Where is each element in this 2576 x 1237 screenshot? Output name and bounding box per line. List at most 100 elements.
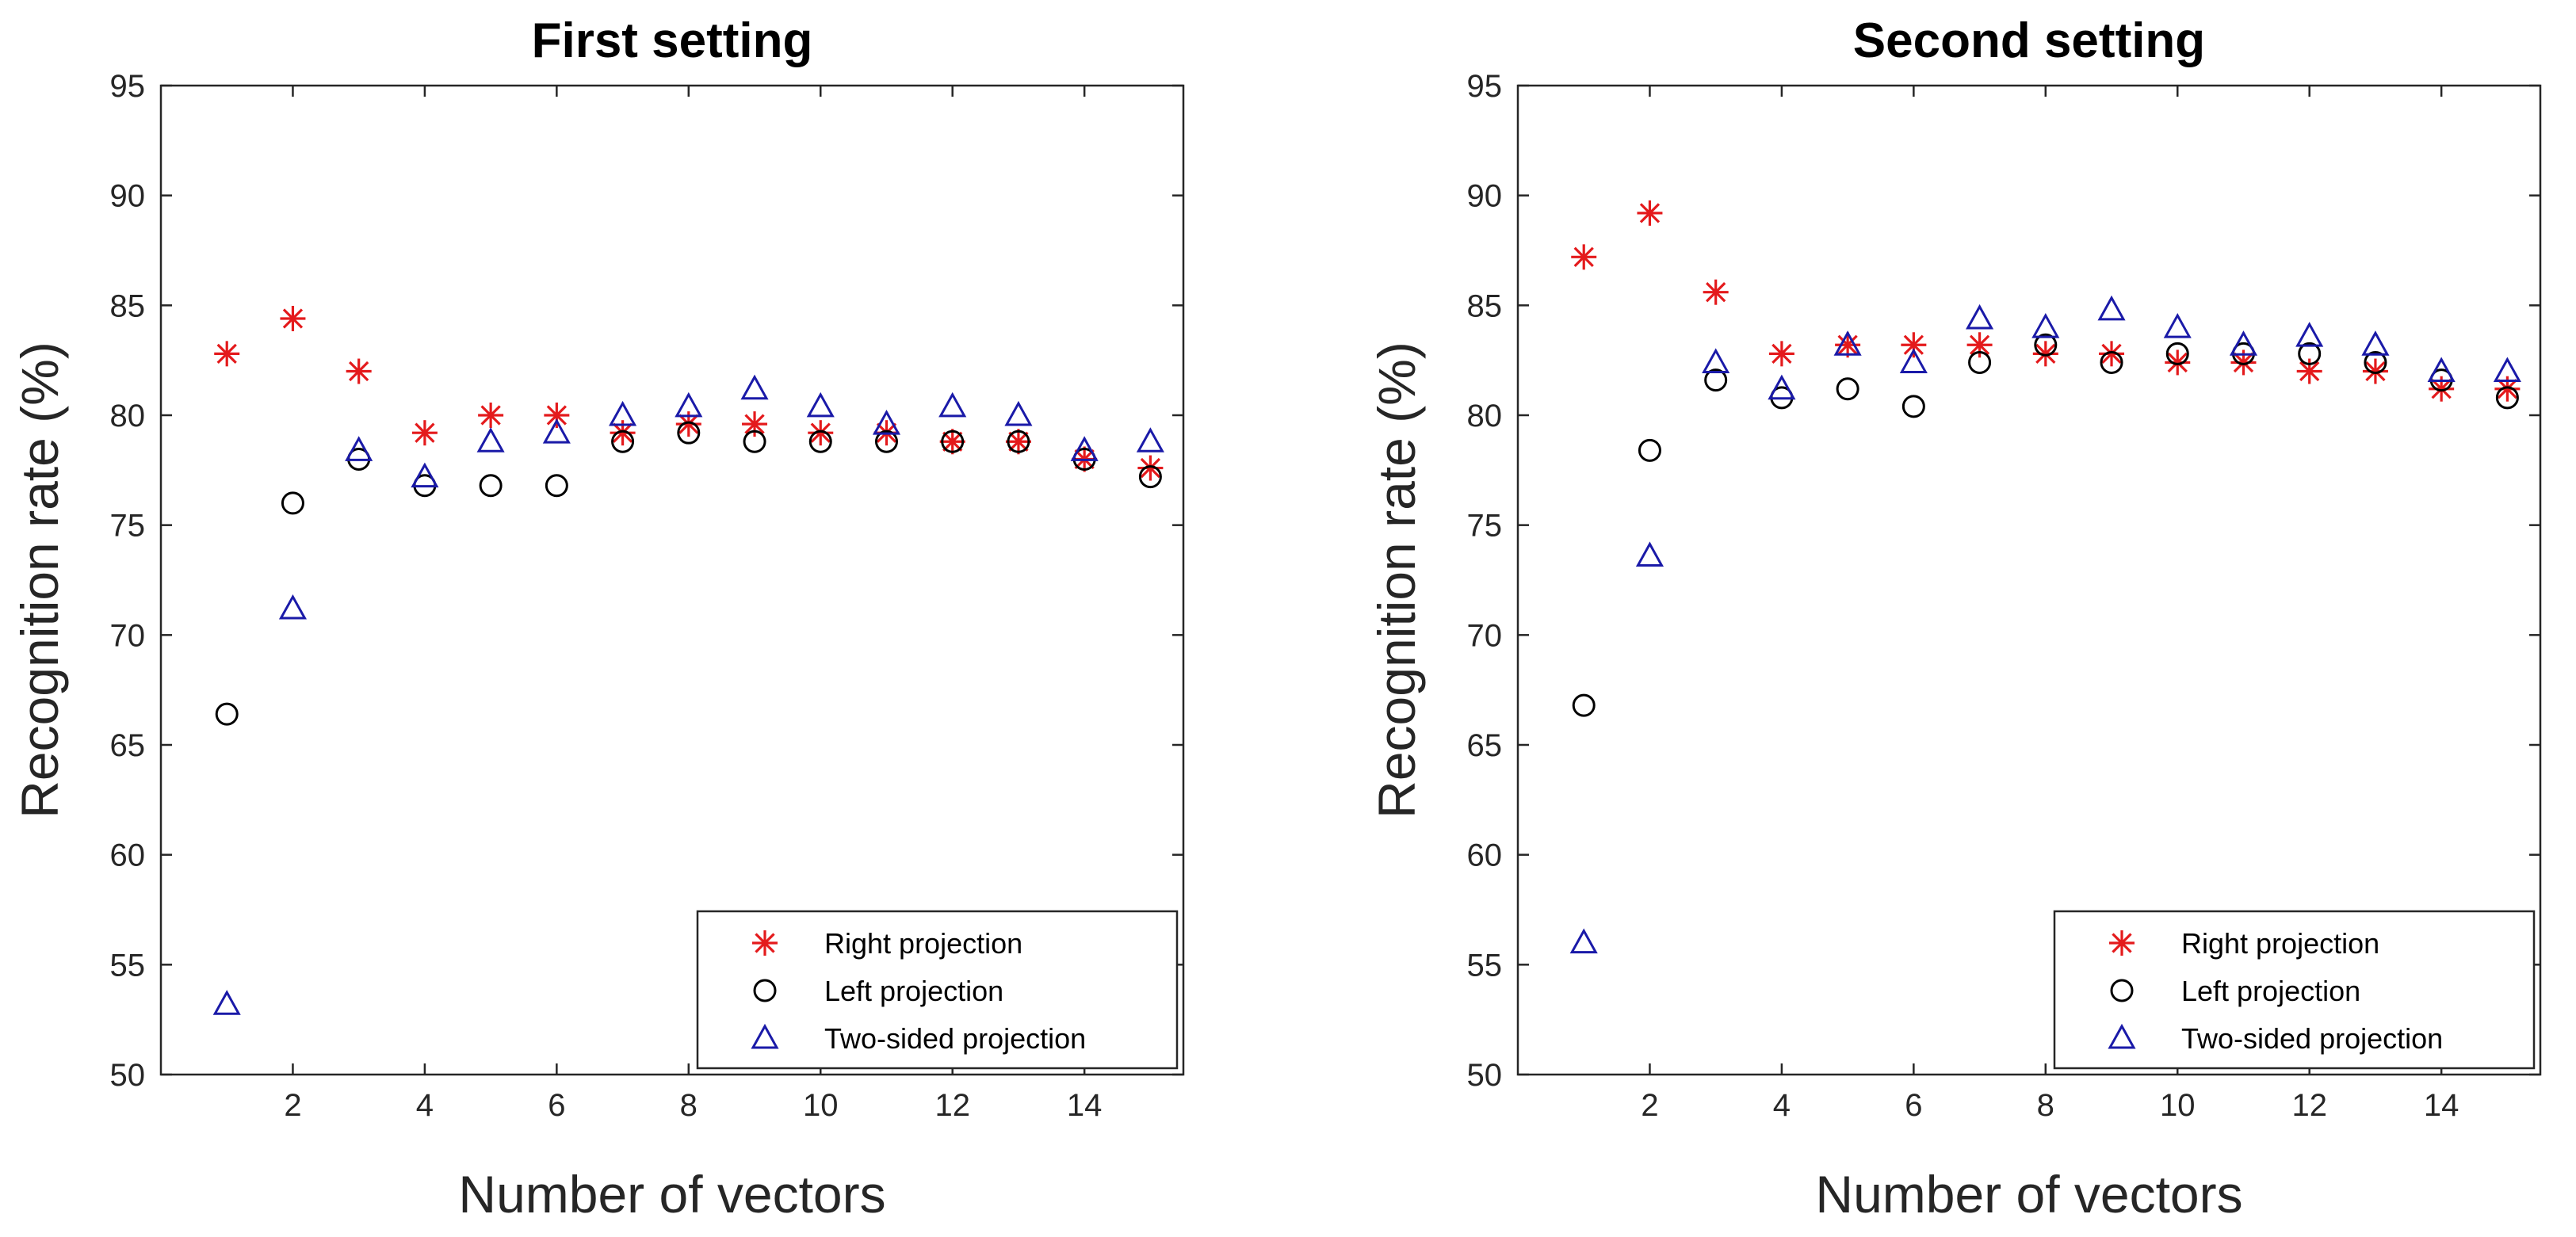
y-tick-label: 75 (110, 509, 146, 544)
data-point-circle (1704, 368, 1728, 392)
y-tick-label: 60 (1467, 838, 1503, 873)
data-point-circle (1007, 430, 1030, 453)
data-point-asterisk (411, 420, 438, 446)
legend: Right projection Left projection Two-sided… (696, 910, 1179, 1070)
x-tick-label: 4 (416, 1088, 434, 1123)
data-point-circle (874, 430, 898, 453)
data-point-circle (941, 430, 965, 453)
data-point-asterisk (1137, 455, 1164, 481)
data-point-circle (1901, 395, 1925, 418)
data-point-asterisk (478, 403, 504, 428)
legend-marker-triangle (751, 1023, 779, 1049)
y-tick-label: 55 (110, 948, 146, 983)
data-point-asterisk (2099, 341, 2125, 367)
legend: Right projection Left projection Two-sided… (2053, 910, 2536, 1070)
legend-box (696, 910, 1179, 1070)
y-tick-label: 70 (1467, 618, 1503, 653)
x-axis-label: Number of vectors (1815, 1165, 2242, 1224)
data-point-triangle (1070, 436, 1099, 461)
y-tick-label: 95 (1467, 69, 1503, 104)
data-point-circle (215, 702, 239, 726)
y-tick-label: 85 (110, 288, 146, 323)
data-point-triangle (1702, 348, 1730, 373)
legend-label: Right projection (2181, 927, 2379, 960)
y-tick-label: 80 (1467, 399, 1503, 433)
data-point-asterisk (2296, 358, 2322, 384)
chart-panel-2: Second setting 50 55 60 65 70 75 80 85 90 95 2 4 6 8 10… (1367, 13, 2542, 1224)
legend-label: Left projection (2181, 975, 2360, 1007)
data-point-asterisk (2165, 349, 2191, 376)
y-tick-label: 60 (110, 838, 146, 873)
x-tick-label: 2 (284, 1088, 301, 1123)
data-point-asterisk (675, 411, 701, 437)
y-tick-label: 55 (1467, 948, 1503, 983)
data-point-asterisk (1835, 332, 1861, 358)
data-point-triangle (2361, 330, 2390, 356)
data-point-circle (2364, 350, 2387, 374)
data-point-triangle (806, 391, 835, 418)
data-point-circle (2495, 386, 2519, 410)
data-point-triangle (2031, 312, 2060, 338)
data-point-asterisk (2362, 358, 2388, 384)
data-point-triangle (2295, 322, 2324, 347)
data-point-asterisk (808, 420, 834, 446)
y-tick-label: 75 (1467, 509, 1503, 544)
x-tick-label: 4 (1773, 1088, 1791, 1123)
data-point-circle (808, 430, 832, 453)
data-point-triangle (2229, 330, 2258, 356)
data-point-triangle (675, 391, 703, 418)
data-point-triangle (1136, 427, 1164, 452)
data-point-circle (611, 430, 635, 453)
chart-panel-1: First setting 50 55 60 65 70 75 80 85 90 95 2 4 6 8 10 1… (10, 13, 1185, 1224)
data-point-triangle (1899, 348, 1928, 373)
chart-title: First setting (532, 13, 813, 68)
data-point-triangle (2493, 357, 2521, 383)
y-tick-label: 90 (1467, 179, 1503, 214)
data-point-circle (2100, 350, 2123, 374)
data-point-circle (1638, 438, 1661, 462)
data-point-circle (2034, 333, 2058, 357)
data-point-triangle (1635, 541, 1664, 567)
y-tick-label: 90 (110, 179, 146, 214)
data-point-triangle (476, 427, 505, 452)
data-point-circle (743, 430, 766, 453)
series-asterisk (1571, 200, 2521, 402)
y-tick-label: 95 (110, 69, 146, 104)
x-tick-label: 14 (2424, 1088, 2459, 1123)
y-axis-label: Recognition rate (%) (1367, 342, 1426, 819)
data-point-triangle (278, 594, 308, 620)
data-point-circle (677, 421, 701, 445)
legend-box (2053, 910, 2536, 1070)
data-point-circle (479, 474, 503, 498)
data-point-triangle (1004, 400, 1033, 426)
data-point-asterisk (1703, 279, 1729, 305)
data-point-asterisk (1571, 244, 1597, 270)
legend-marker-circle (2110, 979, 2134, 1002)
x-tick-label: 2 (1641, 1088, 1658, 1123)
y-tick-label: 50 (110, 1058, 146, 1093)
y-tick-label: 70 (110, 618, 146, 653)
x-tick-label: 6 (1905, 1088, 1922, 1123)
data-point-asterisk (1637, 200, 1663, 226)
y-tick-label: 85 (1467, 288, 1503, 323)
legend-label: Left projection (824, 975, 1003, 1007)
x-axis-label: Number of vectors (458, 1165, 885, 1224)
data-point-asterisk (939, 429, 965, 455)
data-point-asterisk (346, 358, 372, 384)
data-point-triangle (411, 462, 439, 488)
x-tick-label: 14 (1067, 1088, 1103, 1123)
data-point-circle (2165, 342, 2189, 365)
legend-marker-triangle (2108, 1023, 2136, 1049)
legend-label: Two-sided projection (2181, 1022, 2443, 1055)
x-tick-label: 10 (803, 1088, 839, 1123)
data-point-asterisk (1966, 332, 1993, 358)
x-tick-label: 8 (680, 1088, 698, 1123)
series-triangle (1569, 295, 2521, 954)
data-point-triangle (1833, 330, 1862, 356)
data-point-asterisk (544, 403, 570, 428)
y-tick-label: 65 (110, 728, 146, 763)
data-point-asterisk (2032, 341, 2058, 367)
data-point-triangle (542, 418, 571, 444)
axes-box (1516, 84, 2542, 1076)
data-point-triangle (740, 374, 769, 400)
